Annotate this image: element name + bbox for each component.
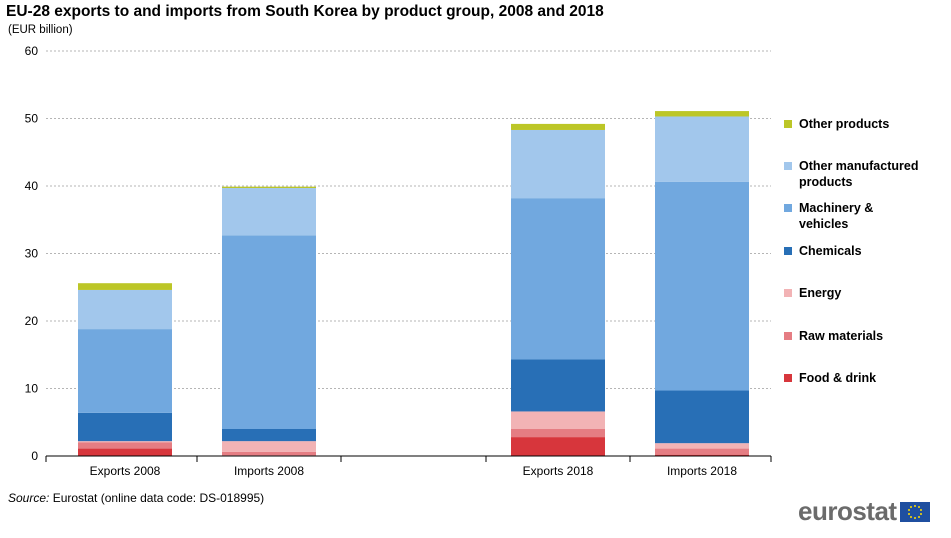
bar-segment (78, 441, 172, 443)
bar-segment (78, 442, 172, 449)
bar-segment (655, 111, 749, 117)
bar-stack (511, 123, 605, 456)
bar-segment (222, 235, 316, 429)
bar-segment (511, 429, 605, 438)
legend-label: Food & drink (799, 371, 876, 385)
bar-segment (655, 443, 749, 449)
legend-swatch (784, 374, 792, 382)
bar-segment (511, 411, 605, 429)
bar-segment (655, 390, 749, 444)
bar-stack (222, 186, 316, 456)
legend-swatch (784, 162, 792, 170)
bar-segment (222, 441, 316, 452)
y-tick-label: 10 (25, 382, 39, 396)
legend-swatch (784, 289, 792, 297)
bar-segment (511, 359, 605, 412)
bar-segment (511, 129, 605, 199)
bar-segment (655, 116, 749, 182)
x-tick-label: Exports 2018 (523, 464, 594, 478)
legend-swatch (784, 247, 792, 255)
x-tick-label: Imports 2008 (234, 464, 304, 478)
legend-label: vehicles (799, 217, 848, 231)
source-label: Source: (8, 491, 50, 505)
bar-stack (655, 111, 749, 456)
bar-segment (78, 329, 172, 413)
bars (78, 111, 749, 456)
chart-unit: (EUR billion) (8, 24, 73, 36)
x-tick-label: Imports 2018 (667, 464, 737, 478)
bar-segment (511, 123, 605, 130)
legend-label: Other manufactured (799, 159, 918, 173)
bar-segment (222, 188, 316, 236)
bar-segment (655, 448, 749, 455)
legend-swatch (784, 204, 792, 212)
eu-flag-icon (899, 502, 930, 522)
logo-text: eurostat (798, 496, 897, 526)
x-tick-label: Exports 2008 (90, 464, 161, 478)
bar-segment (511, 198, 605, 360)
y-tick-label: 50 (25, 112, 39, 126)
legend-label: products (799, 175, 853, 189)
legend-label: Other products (799, 117, 889, 131)
axes: 0 10 20 30 40 50 60 Exports 2008 Imports 2008 Exp… (25, 44, 772, 478)
source-note: Source: Eurostat (online data code: DS-0… (8, 491, 264, 505)
legend-swatch (784, 332, 792, 340)
bar-segment (222, 451, 316, 456)
eurostat-logo: eurostat (798, 498, 930, 524)
chart-title: EU-28 exports to and imports from South … (6, 3, 604, 20)
bar-segment (511, 437, 605, 456)
bar-stack (78, 283, 172, 456)
bar-segment (78, 448, 172, 456)
legend-swatch (784, 120, 792, 128)
y-tick-label: 20 (25, 314, 39, 328)
y-tick-label: 60 (25, 44, 39, 58)
bar-segment (78, 289, 172, 330)
y-tick-label: 0 (31, 449, 38, 463)
legend-label: Machinery & (799, 201, 873, 215)
bar-segment (655, 181, 749, 391)
source-text: Eurostat (online data code: DS-018995) (52, 491, 265, 505)
legend: Other products Other manufactured products… (784, 117, 918, 385)
bar-segment (222, 186, 316, 189)
legend-label: Raw materials (799, 329, 883, 343)
legend-label: Chemicals (799, 244, 862, 258)
bar-segment (78, 283, 172, 290)
y-tick-label: 40 (25, 179, 39, 193)
bar-segment (78, 412, 172, 442)
bar-segment (222, 429, 316, 442)
y-tick-label: 30 (25, 247, 39, 261)
bar-segment (655, 454, 749, 456)
legend-label: Energy (799, 286, 841, 300)
